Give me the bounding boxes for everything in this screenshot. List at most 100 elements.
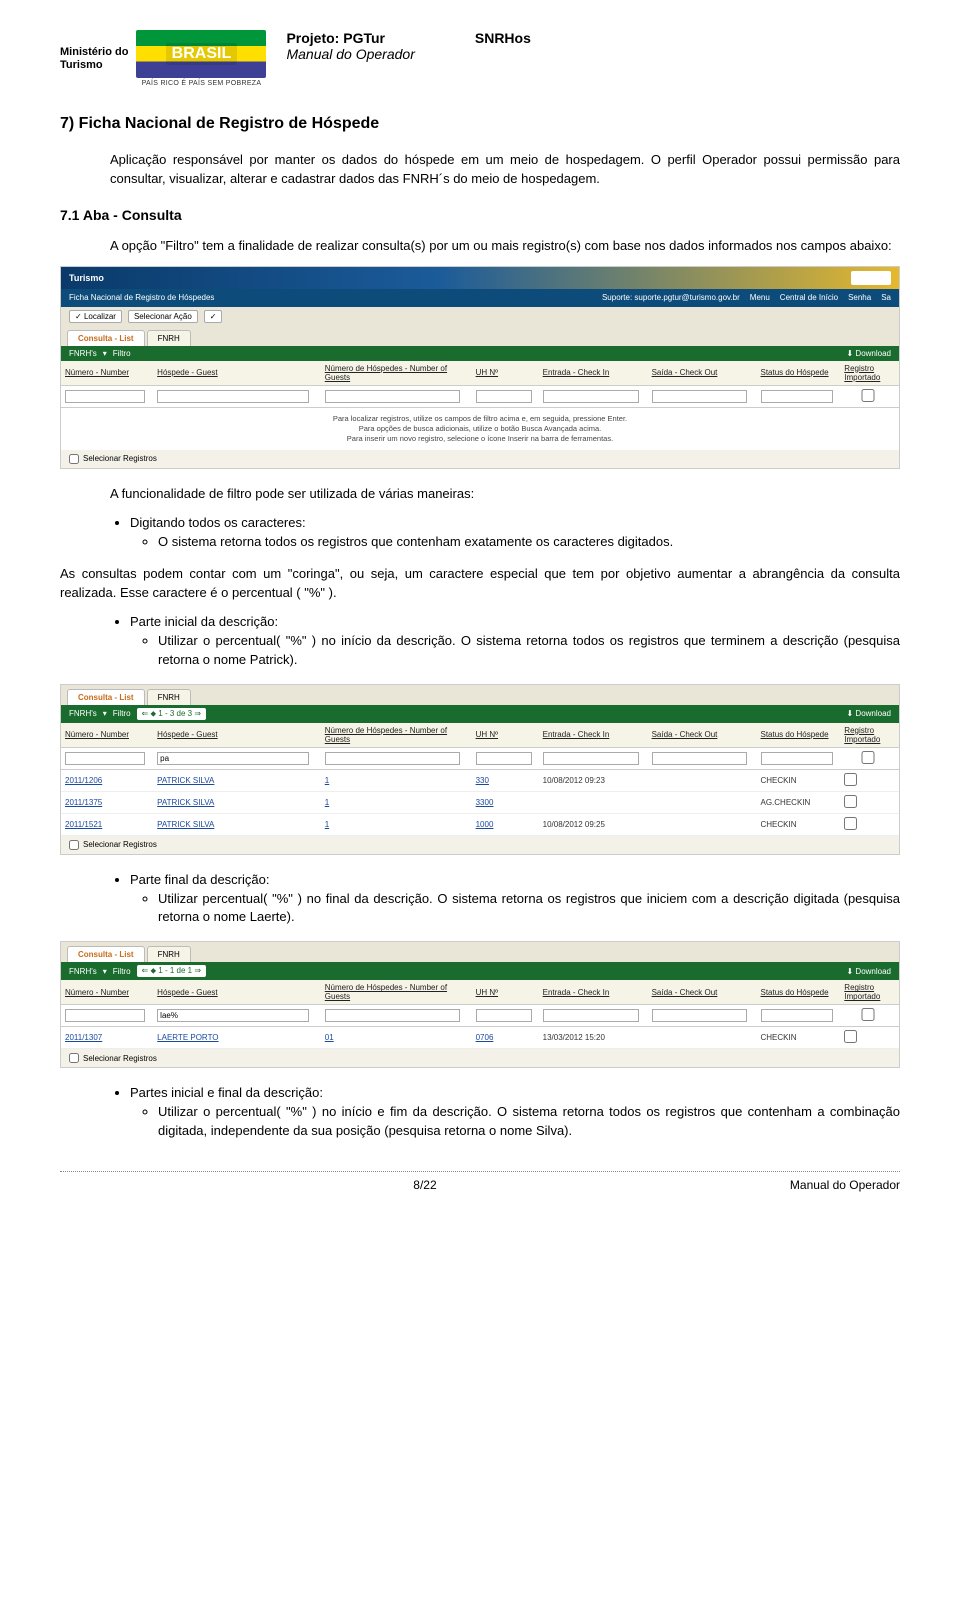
bullet3-sub: Utilizar percentual( "%" ) no final da d… [158, 890, 900, 928]
bullet1: Digitando todos os caracteres: [130, 515, 306, 530]
ss2-filtro-label[interactable]: Filtro [113, 709, 131, 718]
bullet2: Parte inicial da descrição: [130, 614, 278, 629]
ss3-select-all[interactable] [69, 1053, 79, 1063]
col-num-hospedes[interactable]: Número de Hóspedes - Number of Guests [321, 361, 472, 386]
section-title: 7) Ficha Nacional de Registro de Hóspede [60, 115, 900, 133]
bullet-list-3: Parte final da descrição: Utilizar perce… [130, 871, 900, 928]
ss1-filter-registro[interactable] [844, 389, 892, 402]
ministerio-line2: Turismo [60, 59, 128, 71]
ss2-filter-hospede[interactable] [157, 752, 309, 765]
ss1-sair[interactable]: Sa [881, 293, 891, 302]
ss1-menu[interactable]: Menu [750, 293, 770, 302]
section-p1: Aplicação responsável por manter os dado… [110, 151, 900, 189]
table-row[interactable]: 2011/1307LAERTE PORTO01070613/03/2012 15… [61, 1027, 899, 1049]
ss2-download[interactable]: ⬇ Download [846, 709, 891, 718]
ss2-counter: ⇐ ⬥ 1 - 3 de 3 ⇒ [137, 708, 207, 720]
table-row[interactable]: 2011/1521PATRICK SILVA1100010/08/2012 09… [61, 813, 899, 835]
ss1-central[interactable]: Central de Início [780, 293, 838, 302]
ss3-checkrow: Selecionar Registros [61, 1049, 899, 1067]
ss1-select-all[interactable] [69, 454, 79, 464]
ss2-tab-fnrh[interactable]: FNRH [147, 689, 191, 705]
col-uh[interactable]: UH Nº [472, 361, 539, 386]
projeto-label: Projeto: PGTur [286, 30, 414, 46]
ss1-brand: Turismo [69, 273, 104, 283]
ss2-checkrow: Selecionar Registros [61, 836, 899, 854]
snrhos-label: SNRHos [475, 30, 531, 62]
ss3-tab-fnrh[interactable]: FNRH [147, 946, 191, 962]
bullet4: Partes inicial e final da descrição: [130, 1085, 323, 1100]
brasil-logo: BRASIL [136, 30, 266, 78]
ss2-filter-numero[interactable] [65, 752, 145, 765]
ss3-header-row: Número - Number Hóspede - Guest Número d… [61, 980, 899, 1005]
ss1-filter-saida[interactable] [652, 390, 748, 403]
header-meta: Projeto: PGTur Manual do Operador SNRHos [286, 30, 900, 62]
ss1-tab-consulta[interactable]: Consulta - List [67, 330, 145, 346]
table-row[interactable]: 2011/1375PATRICK SILVA13300AG.CHECKIN [61, 791, 899, 813]
ss1-download[interactable]: ⬇ Download [846, 349, 891, 358]
manual-label: Manual do Operador [286, 46, 414, 62]
ss1-topbar: Turismo [61, 267, 899, 289]
ss1-filter-status[interactable] [761, 390, 833, 403]
table-row[interactable]: 2011/1206PATRICK SILVA133010/08/2012 09:… [61, 769, 899, 791]
ss1-filter-hospede[interactable] [157, 390, 309, 403]
ss1-senha[interactable]: Senha [848, 293, 871, 302]
ministerio-logo: Ministério do Turismo [60, 46, 128, 70]
ss1-filter-row [61, 385, 899, 407]
brasil-logo-text: BRASIL [166, 43, 238, 65]
ss1-filter-entrada[interactable] [543, 390, 639, 403]
col-registro[interactable]: Registro Importado [840, 361, 899, 386]
bullet-list-1: Digitando todos os caracteres: O sistema… [130, 514, 900, 552]
bullet1-sub: O sistema retorna todos os registros que… [158, 533, 900, 552]
col-saida[interactable]: Saída - Check Out [648, 361, 757, 386]
footer-page: 8/22 [413, 1178, 436, 1192]
ss1-go-btn[interactable]: ✓ [204, 310, 223, 323]
ss1-acao-select[interactable]: Selecionar Ação [128, 310, 198, 323]
ministerio-line1: Ministério do [60, 46, 128, 58]
ss1-flag-icon [851, 271, 891, 285]
col-status[interactable]: Status do Hóspede [757, 361, 841, 386]
ss1-subbar: Ficha Nacional de Registro de Hóspedes S… [61, 289, 899, 307]
ss3-filter-hospede[interactable] [157, 1009, 309, 1022]
brasil-logo-wrap: BRASIL PAÍS RICO É PAÍS SEM POBREZA [136, 30, 266, 87]
ss3-tabs: Consulta - List FNRH [61, 942, 899, 962]
ss3-filterbar: FNRH's ▾ Filtro ⇐ ⬥ 1 - 1 de 1 ⇒ ⬇ Downl… [61, 962, 899, 980]
screenshot-consulta-empty: Turismo Ficha Nacional de Registro de Hó… [60, 266, 900, 469]
subsection-title: 7.1 Aba - Consulta [60, 207, 900, 223]
footer-doc: Manual do Operador [790, 1178, 900, 1192]
ss1-filtro-label[interactable]: Filtro [113, 349, 131, 358]
ss1-fnrh-label: FNRH's [69, 349, 97, 358]
col-entrada[interactable]: Entrada - Check In [539, 361, 648, 386]
ss1-subtitle: Ficha Nacional de Registro de Hóspedes [69, 293, 214, 302]
ss1-toolbar: ✓ Localizar Selecionar Ação ✓ [61, 307, 899, 326]
ss1-notice: Para localizar registros, utilize os cam… [61, 408, 899, 450]
section-p3: A funcionalidade de filtro pode ser util… [110, 485, 900, 504]
ss1-localizar-btn[interactable]: ✓ Localizar [69, 310, 122, 323]
ss1-filter-nh[interactable] [325, 390, 461, 403]
section-p2: A opção "Filtro" tem a finalidade de rea… [110, 237, 900, 256]
ss3-download[interactable]: ⬇ Download [846, 967, 891, 976]
ss3-filter-row [61, 1005, 899, 1027]
ss1-filterbar: FNRH's ▾ Filtro ⬇ Download [61, 346, 899, 361]
screenshot-consulta-lae: Consulta - List FNRH FNRH's ▾ Filtro ⇐ ⬥… [60, 941, 900, 1068]
ss1-filter-numero[interactable] [65, 390, 145, 403]
ss2-tabs: Consulta - List FNRH [61, 685, 899, 705]
ss2-filter-row [61, 747, 899, 769]
ss2-tab-consulta[interactable]: Consulta - List [67, 689, 145, 705]
ss1-tab-fnrh[interactable]: FNRH [147, 330, 191, 346]
ss1-checkrow: Selecionar Registros [61, 450, 899, 468]
ss1-support: Suporte: suporte.pgtur@turismo.gov.br [602, 293, 740, 302]
ss2-select-all[interactable] [69, 840, 79, 850]
bullet-list-2: Parte inicial da descrição: Utilizar o p… [130, 613, 900, 670]
col-numero[interactable]: Número - Number [61, 361, 153, 386]
page-footer: 8/22 Manual do Operador [60, 1178, 900, 1192]
col-hospede[interactable]: Hóspede - Guest [153, 361, 321, 386]
ss3-counter: ⇐ ⬥ 1 - 1 de 1 ⇒ [137, 965, 207, 977]
logo-block: Ministério do Turismo BRASIL PAÍS RICO É… [60, 30, 266, 87]
footer-divider [60, 1171, 900, 1172]
ss1-table: Número - Number Hóspede - Guest Número d… [61, 361, 899, 408]
ss1-header-row: Número - Number Hóspede - Guest Número d… [61, 361, 899, 386]
ss2-table: Número - Number Hóspede - Guest Número d… [61, 723, 899, 836]
bullet3: Parte final da descrição: [130, 872, 269, 887]
ss3-tab-consulta[interactable]: Consulta - List [67, 946, 145, 962]
ss1-filter-uh[interactable] [476, 390, 532, 403]
